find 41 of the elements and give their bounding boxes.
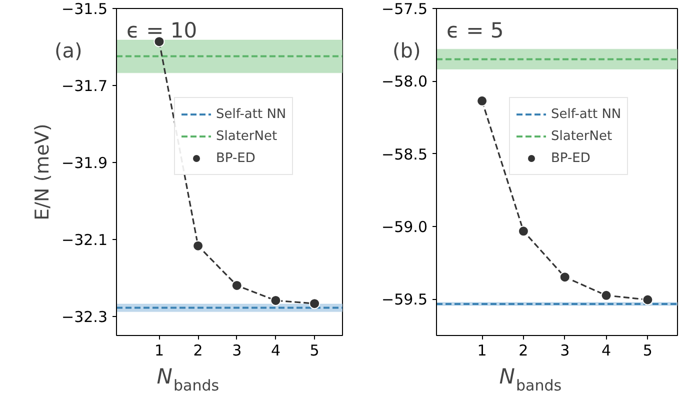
legend-label: Self-att NN [216, 106, 286, 122]
x-tick-label: 3 [232, 342, 242, 360]
legend-label: SlaterNet [216, 128, 278, 144]
annotation: ϵ = 10 [126, 18, 198, 42]
y-tick-label: −31.9 [62, 154, 108, 172]
x-tick-label: 3 [560, 342, 570, 360]
y-tick-label: −58.5 [382, 145, 428, 164]
y-tick-label: −31.5 [62, 0, 108, 18]
point [270, 295, 282, 306]
point [518, 226, 529, 237]
annotation: ϵ = 5 [446, 18, 504, 42]
y-tick-label: −59.5 [382, 290, 428, 309]
y-tick-label: −31.7 [62, 76, 108, 95]
y-tick-label: −57.5 [382, 0, 428, 18]
legend-label: BP-ED [216, 150, 256, 166]
point [559, 272, 570, 283]
point [192, 240, 204, 252]
legend-label: SlaterNet [551, 128, 612, 144]
legend-label: BP-ED [551, 150, 590, 166]
y-tick-label: −58.0 [382, 72, 428, 91]
x-tick-label: 5 [310, 342, 320, 360]
x-tick-label: 2 [518, 342, 528, 360]
x-tick-label: 2 [193, 342, 203, 360]
point [476, 95, 488, 106]
x-tick-label: 4 [270, 342, 280, 360]
y-tick-label: −32.1 [62, 230, 108, 249]
point [309, 298, 320, 310]
text: (a) [54, 38, 82, 62]
text: (b) [392, 38, 421, 62]
point [600, 290, 612, 301]
point [154, 36, 165, 48]
y-tick-label: −59.0 [382, 218, 428, 236]
point [231, 280, 242, 291]
x-tick-label: 1 [154, 342, 164, 360]
y-tick-label: −32.3 [62, 308, 108, 326]
x-tick-label: 1 [477, 342, 487, 360]
x-tick-label: 4 [602, 342, 612, 360]
y-axis-title: E/N (meV) [32, 124, 54, 220]
legend-label: Self-att NN [551, 106, 622, 122]
point [642, 294, 654, 306]
x-tick-label: 5 [642, 342, 652, 360]
